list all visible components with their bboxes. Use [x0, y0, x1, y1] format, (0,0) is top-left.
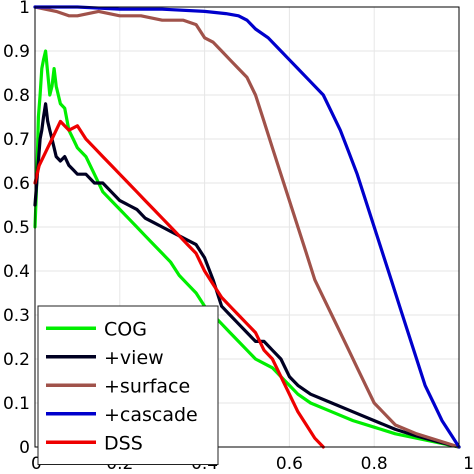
- series-line-4: [33, 119, 325, 449]
- y-tick-label-8: 0.8: [3, 86, 30, 106]
- legend: COG +view +surface +cascade DSS: [37, 305, 219, 465]
- legend-label-1: +view: [104, 347, 164, 369]
- x-tick-label-5: 1: [463, 454, 474, 474]
- y-tick-label-7: 0.7: [3, 130, 30, 150]
- legend-label-2: +surface: [104, 375, 190, 397]
- legend-label-3: +cascade: [104, 404, 198, 426]
- y-tick-label-6: 0.6: [3, 174, 30, 194]
- y-tick-label-1: 0.1: [3, 394, 30, 414]
- axes-frame: [34, 6, 460, 448]
- x-tick-label-0: 0: [31, 454, 42, 474]
- y-tick-label-0: 0: [19, 438, 30, 458]
- x-tick-label-3: 0.6: [276, 454, 303, 474]
- legend-label-4: DSS: [104, 432, 143, 454]
- y-tick-label-10: 1: [19, 0, 30, 18]
- y-tick-label-3: 0.3: [3, 306, 30, 326]
- series-line-1: [33, 102, 461, 449]
- y-tick-label-9: 0.9: [3, 42, 30, 62]
- series-line-2: [33, 5, 461, 449]
- y-tick-label-5: 0.5: [3, 218, 30, 238]
- series-line-0: [33, 49, 461, 449]
- y-tick-label-2: 0.2: [3, 350, 30, 370]
- legend-label-0: COG: [104, 318, 147, 340]
- series-line-3: [33, 5, 461, 449]
- y-tick-label-4: 0.4: [3, 262, 30, 282]
- x-tick-label-4: 0.8: [361, 454, 388, 474]
- series-lines: [33, 5, 461, 449]
